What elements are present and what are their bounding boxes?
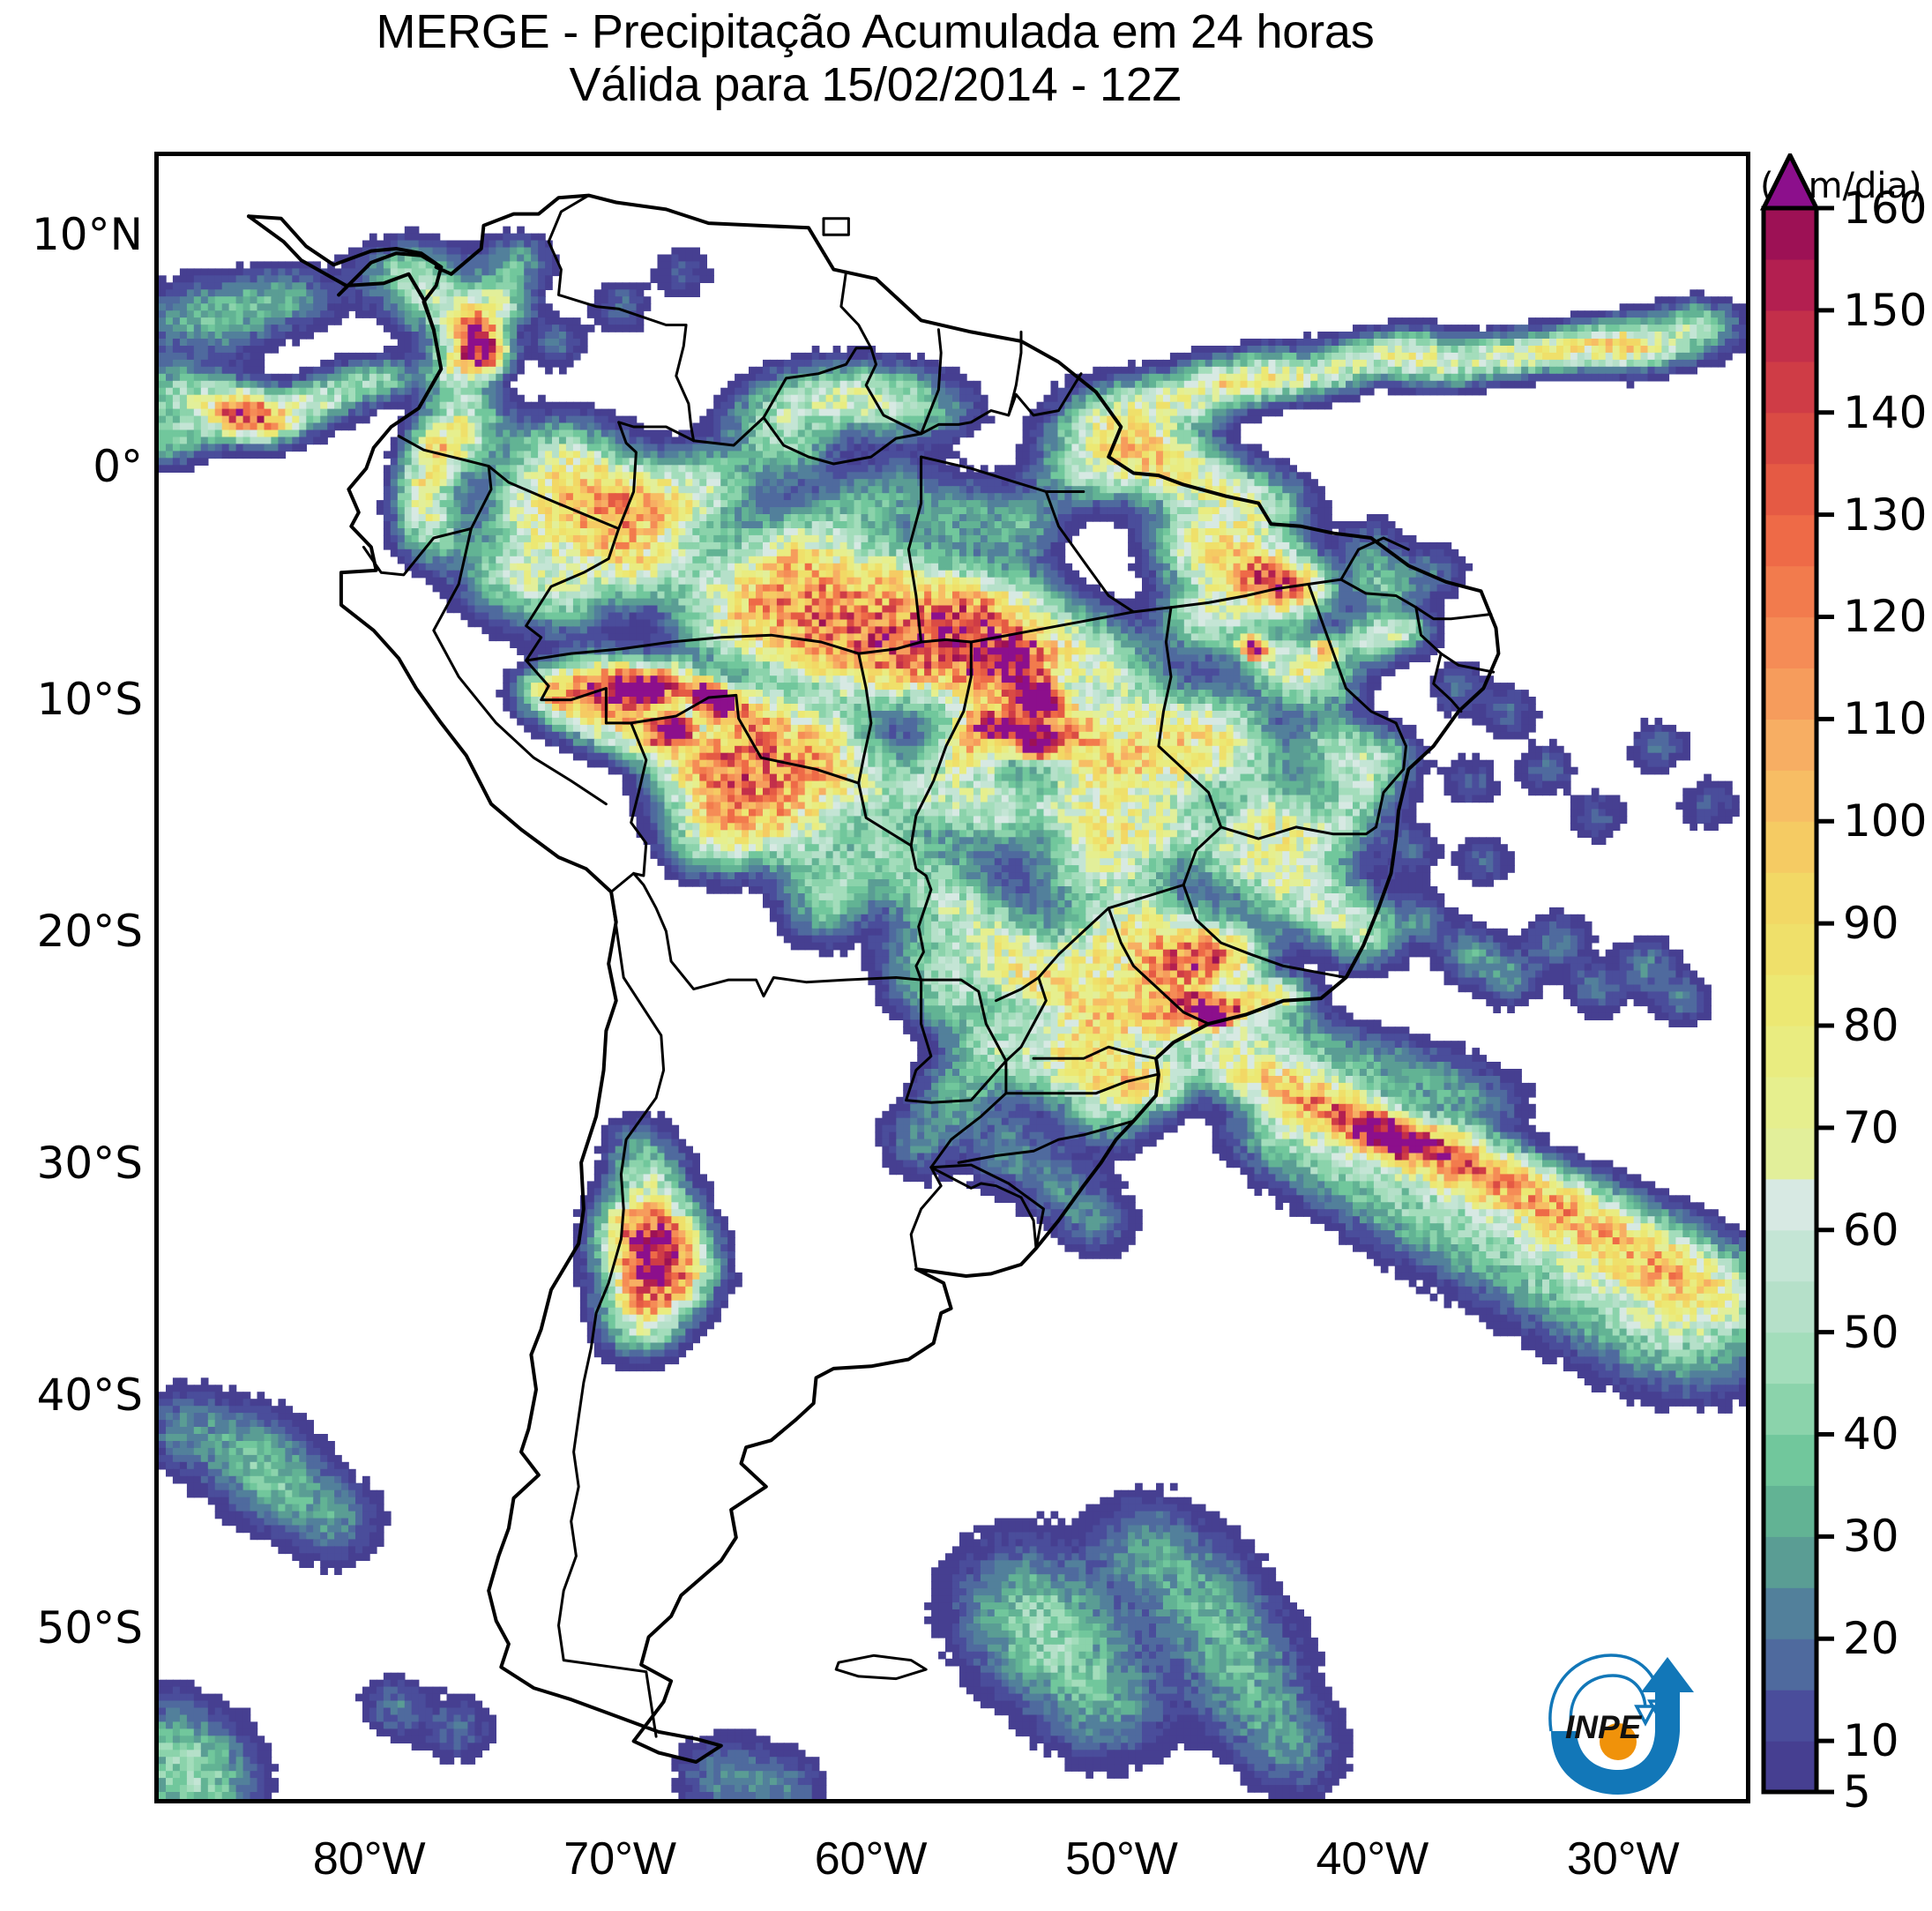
colorbar-tick-120: 120 [1843,591,1927,642]
colorbar-tick-30: 30 [1843,1511,1899,1562]
x-axis-tick-1: 70°W [563,1833,676,1885]
y-axis-tick-1: 0° [93,441,143,492]
colorbar-tick-150: 150 [1843,285,1927,336]
logo-orange-dot [1600,1723,1637,1760]
y-axis-tick-2: 10°S [37,674,143,725]
colorbar-tick-140: 140 [1843,387,1927,438]
precipitation-map [159,193,1746,1799]
x-axis-tick-3: 50°W [1065,1833,1178,1885]
colorbar-tick-100: 100 [1843,795,1927,847]
inpe-logo: INPE [1530,1636,1706,1795]
chart-title: MERGE - Precipitação Acumulada em 24 hor… [0,5,1750,111]
x-axis-tick-5: 30°W [1567,1833,1680,1885]
colorbar-tick-40: 40 [1843,1408,1899,1459]
colorbar-tick-90: 90 [1843,898,1899,949]
y-axis-tick-6: 50°S [37,1602,143,1653]
logo-blue-swoosh [1551,1657,1694,1795]
colorbar-tick-50: 50 [1843,1307,1899,1358]
x-axis-tick-0: 80°W [313,1833,426,1885]
colorbar-tick-70: 70 [1843,1102,1899,1153]
colorbar-tick-80: 80 [1843,1000,1899,1051]
colorbar-tick-60: 60 [1843,1205,1899,1256]
colorbar-tick-130: 130 [1843,489,1927,541]
colorbar-tick-110: 110 [1843,693,1927,744]
y-axis-tick-4: 30°S [37,1138,143,1189]
logo-wordmark: INPE [1565,1709,1643,1745]
colorbar-tick-20: 20 [1843,1613,1899,1664]
colorbar-gradient [1760,153,1834,1795]
x-axis-tick-4: 40°W [1317,1833,1429,1885]
y-axis-tick-3: 20°S [37,906,143,957]
colorbar-tick-160: 160 [1843,183,1927,234]
y-axis-tick-5: 40°S [37,1370,143,1421]
map-plot-area [154,152,1750,1803]
title-line-2: Válida para 15/02/2014 - 12Z [0,58,1750,111]
colorbar-tick-10: 10 [1843,1715,1899,1766]
title-line-1: MERGE - Precipitação Acumulada em 24 hor… [0,5,1750,58]
colorbar-tick-5: 5 [1843,1766,1871,1818]
y-axis-tick-0: 10°N [32,209,143,260]
colorbar[interactable] [1760,153,1834,1795]
x-axis-tick-2: 60°W [815,1833,928,1885]
